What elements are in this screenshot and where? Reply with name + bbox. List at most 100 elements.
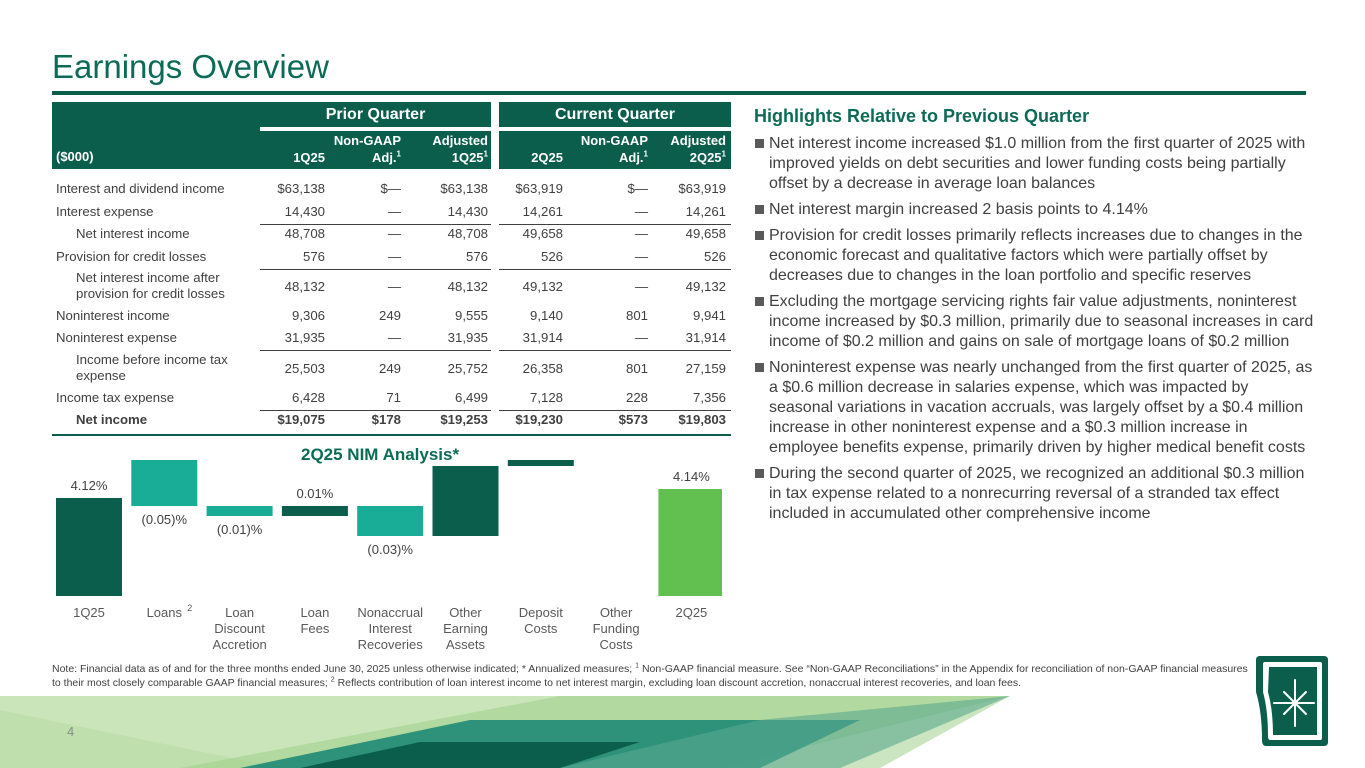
table-cell: $— <box>380 181 401 196</box>
table-cell: 14,261 <box>522 204 563 219</box>
table-row: Income tax expense 6,428 71 6,499 7,128 228 7,… <box>52 389 731 409</box>
row-label: Net income <box>76 412 148 427</box>
subtotal-rule <box>260 350 491 351</box>
nim-bar <box>281 506 348 516</box>
nim-value-label: (0.03)% <box>367 542 413 557</box>
table-row: Income before income tax expense 25,503 24… <box>52 351 731 387</box>
nim-value-label: 4.14% <box>673 469 710 484</box>
table-row: Net interest income after provision for … <box>52 269 731 305</box>
table-cell: 526 <box>703 249 726 264</box>
table-cell: 48,708 <box>284 226 325 241</box>
nim-category-label: 2Q25 <box>675 605 707 620</box>
table-cell: $573 <box>618 412 648 427</box>
row-label: Interest and dividend income <box>56 181 225 196</box>
table-cell: 14,430 <box>284 204 325 219</box>
nim-value-label: (0.01)% <box>217 522 263 537</box>
table-cell: 31,935 <box>447 330 488 345</box>
table-cell: 9,555 <box>454 308 488 323</box>
highlight-item: Excluding the mortgage servicing rights … <box>754 292 1314 352</box>
nim-category-label: Funding <box>593 621 640 636</box>
nim-value-label: 4.12% <box>71 478 108 493</box>
loans-footnote-mark: 2 <box>187 603 192 613</box>
bullet-square-icon <box>755 469 764 478</box>
current-quarter-header: Current Quarter <box>499 102 731 127</box>
subtotal-rule <box>260 269 491 270</box>
nim-bar <box>131 460 198 506</box>
row-label: Noninterest income <box>56 308 170 323</box>
table-cell: $19,075 <box>277 412 325 427</box>
bullet-square-icon <box>755 297 764 306</box>
header-gap-prior <box>260 127 491 131</box>
table-cell: 27,159 <box>685 361 726 376</box>
table-cell: 576 <box>465 249 488 264</box>
column-header: Adjusted 2Q251 <box>670 133 726 165</box>
nim-category-label: Recoveries <box>358 637 424 652</box>
table-row: Noninterest expense 31,935 — 31,935 31,914 — 3… <box>52 329 731 349</box>
subtotal-rule <box>499 224 731 225</box>
nim-value-label: 0.07% <box>447 460 484 461</box>
row-label: Net interest income after provision for … <box>76 270 225 301</box>
nim-category-label: Costs <box>599 637 633 652</box>
row-label: Income before income tax expense <box>76 352 228 383</box>
nim-waterfall-chart: 4.12%1Q25(0.05)%Loans 2(0.01)%LoanDiscoun… <box>56 460 722 652</box>
table-cell: 249 <box>378 361 401 376</box>
footer-shape-accent <box>560 696 1010 768</box>
row-label: Interest expense <box>56 204 154 219</box>
table-cell: 801 <box>625 361 648 376</box>
table-cell: 249 <box>378 308 401 323</box>
table-cell: 6,428 <box>291 390 325 405</box>
table-cell: 48,708 <box>447 226 488 241</box>
row-label: Noninterest expense <box>56 330 177 345</box>
table-row: Provision for credit losses 576 — 576 526 — 52… <box>52 248 731 268</box>
footer-shape-dark <box>300 742 640 768</box>
table-cell: $63,919 <box>515 181 563 196</box>
table-row: Net income $19,075 $178 $19,253 $19,230 $573 $… <box>52 411 731 431</box>
table-cell: — <box>634 279 648 294</box>
table-cell: — <box>387 226 401 241</box>
table-row: Noninterest income 9,306 249 9,555 9,140 801 9… <box>52 307 731 327</box>
column-header: 2Q25 <box>531 150 563 165</box>
highlight-item: Provision for credit losses primarily re… <box>754 226 1314 286</box>
row-label: Income tax expense <box>56 390 175 405</box>
highlight-item: Noninterest expense was nearly unchanged… <box>754 358 1314 458</box>
table-cell: $19,803 <box>678 412 726 427</box>
nim-category-label: Loans <box>147 605 183 620</box>
table-cell: 9,140 <box>529 308 563 323</box>
table-cell: 801 <box>625 308 648 323</box>
table-cell: 14,430 <box>447 204 488 219</box>
header-gap-current <box>499 127 731 131</box>
nim-bar <box>432 466 499 536</box>
column-header: Adjusted 1Q251 <box>432 133 488 165</box>
nim-bar <box>658 489 722 596</box>
footer-decoration <box>0 696 1010 768</box>
table-cell: — <box>634 226 648 241</box>
table-cell: 49,132 <box>522 279 563 294</box>
table-cell: $63,138 <box>440 181 488 196</box>
nim-category-label: Discount <box>214 621 265 636</box>
table-cell: 49,658 <box>685 226 726 241</box>
subtotal-rule <box>499 350 731 351</box>
nim-bar <box>357 506 424 536</box>
subtotal-rule <box>499 269 731 270</box>
highlight-item: Net interest income increased $1.0 milli… <box>754 134 1314 194</box>
nim-category-label: Interest <box>369 621 413 636</box>
highlight-item: During the second quarter of 2025, we re… <box>754 464 1314 524</box>
table-cell: 526 <box>540 249 563 264</box>
table-cell: 26,358 <box>522 361 563 376</box>
nim-category-label: Other <box>449 605 482 620</box>
table-cell: $— <box>627 181 648 196</box>
highlights-title: Highlights Relative to Previous Quarter <box>754 106 1090 126</box>
highlight-item: Net interest margin increased 2 basis po… <box>754 200 1314 220</box>
nim-category-label: Assets <box>446 637 486 652</box>
nim-bar <box>206 506 273 516</box>
table-cell: 576 <box>302 249 325 264</box>
table-cell: 48,132 <box>447 279 488 294</box>
title-divider <box>52 91 1306 95</box>
table-cell: 6,499 <box>454 390 488 405</box>
footnote: Note: Financial data as of and for the t… <box>52 662 1248 690</box>
bullet-square-icon <box>755 139 764 148</box>
page-title: Earnings Overview <box>52 48 329 85</box>
table-cell: 228 <box>625 390 648 405</box>
table-bottom-rule <box>52 434 731 436</box>
table-row: Interest and dividend income $63,138 $— $63… <box>52 180 731 200</box>
